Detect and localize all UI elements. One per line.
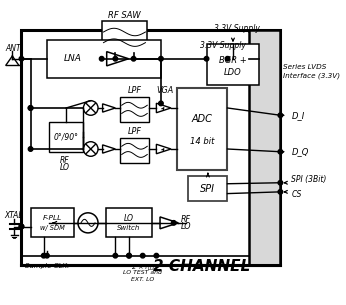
Text: LO TEST and: LO TEST and: [123, 270, 162, 275]
Text: RF: RF: [181, 215, 191, 224]
Circle shape: [127, 253, 131, 258]
Circle shape: [131, 56, 136, 61]
Text: RF: RF: [60, 156, 69, 165]
Circle shape: [83, 142, 98, 156]
Polygon shape: [102, 145, 115, 153]
Text: Sample CLK.: Sample CLK.: [25, 263, 69, 269]
Text: 2 × $f_{LO}$: 2 × $f_{LO}$: [130, 263, 155, 273]
Text: XTAL: XTAL: [4, 211, 23, 220]
Bar: [249, 30, 280, 265]
Polygon shape: [107, 52, 129, 66]
Polygon shape: [156, 103, 171, 113]
Text: ANT.: ANT.: [5, 44, 22, 53]
Bar: [120, 138, 149, 163]
Text: 14 bit: 14 bit: [190, 137, 215, 146]
Bar: [106, 208, 152, 238]
Circle shape: [225, 56, 230, 61]
Bar: [177, 88, 227, 170]
Bar: [102, 21, 147, 53]
Circle shape: [113, 253, 118, 258]
Circle shape: [140, 253, 145, 258]
Polygon shape: [102, 104, 115, 112]
Circle shape: [28, 147, 33, 151]
Text: CS: CS: [291, 190, 302, 199]
Text: F-PLL: F-PLL: [43, 215, 62, 221]
Circle shape: [99, 56, 104, 61]
Text: VGA: VGA: [157, 86, 174, 95]
Text: 2 CHANNEL: 2 CHANNEL: [153, 259, 251, 274]
Text: SPI (3Bit): SPI (3Bit): [291, 174, 327, 184]
Text: w/ SDM: w/ SDM: [40, 225, 65, 231]
Circle shape: [78, 213, 98, 233]
Circle shape: [83, 101, 98, 115]
Bar: [21, 30, 280, 265]
Circle shape: [28, 106, 33, 110]
Circle shape: [278, 113, 283, 117]
Text: Switch: Switch: [117, 225, 141, 231]
Circle shape: [113, 56, 118, 61]
Text: LO: LO: [59, 163, 69, 172]
Text: 3.3V Supply: 3.3V Supply: [200, 41, 246, 50]
Text: ADC: ADC: [192, 114, 213, 124]
Text: LO: LO: [181, 222, 191, 231]
Bar: [47, 40, 161, 78]
Bar: [120, 97, 149, 122]
Polygon shape: [156, 144, 171, 154]
Bar: [188, 176, 227, 201]
Circle shape: [45, 253, 49, 258]
Circle shape: [171, 221, 176, 225]
Circle shape: [154, 253, 159, 258]
Text: EXT. LO: EXT. LO: [131, 277, 154, 282]
Text: SPI: SPI: [200, 184, 216, 194]
Text: Series LVDS: Series LVDS: [283, 64, 327, 70]
Bar: [207, 44, 260, 85]
Polygon shape: [160, 217, 178, 229]
Text: LNA: LNA: [63, 54, 81, 63]
Text: LDO: LDO: [224, 68, 242, 77]
Text: LPF: LPF: [127, 86, 142, 95]
Circle shape: [204, 56, 209, 61]
Circle shape: [19, 224, 24, 229]
Text: LO: LO: [124, 214, 134, 223]
Circle shape: [42, 253, 46, 258]
Circle shape: [28, 106, 33, 110]
Circle shape: [127, 253, 131, 258]
Circle shape: [159, 101, 163, 106]
Bar: [49, 122, 83, 152]
Bar: [30, 208, 74, 238]
Circle shape: [278, 149, 283, 154]
Circle shape: [19, 224, 24, 229]
Text: LPF: LPF: [127, 127, 142, 136]
Circle shape: [278, 190, 283, 194]
Text: 3.3V Supply: 3.3V Supply: [214, 24, 260, 33]
Text: Interface (3.3V): Interface (3.3V): [283, 73, 340, 79]
Circle shape: [278, 181, 283, 185]
Text: D_Q: D_Q: [291, 147, 309, 156]
Text: BGR +: BGR +: [219, 56, 247, 65]
Circle shape: [19, 56, 24, 61]
Circle shape: [159, 56, 163, 61]
Text: 0°/90°: 0°/90°: [54, 132, 79, 141]
Text: D_I: D_I: [291, 111, 304, 120]
Text: RF SAW: RF SAW: [108, 11, 141, 20]
